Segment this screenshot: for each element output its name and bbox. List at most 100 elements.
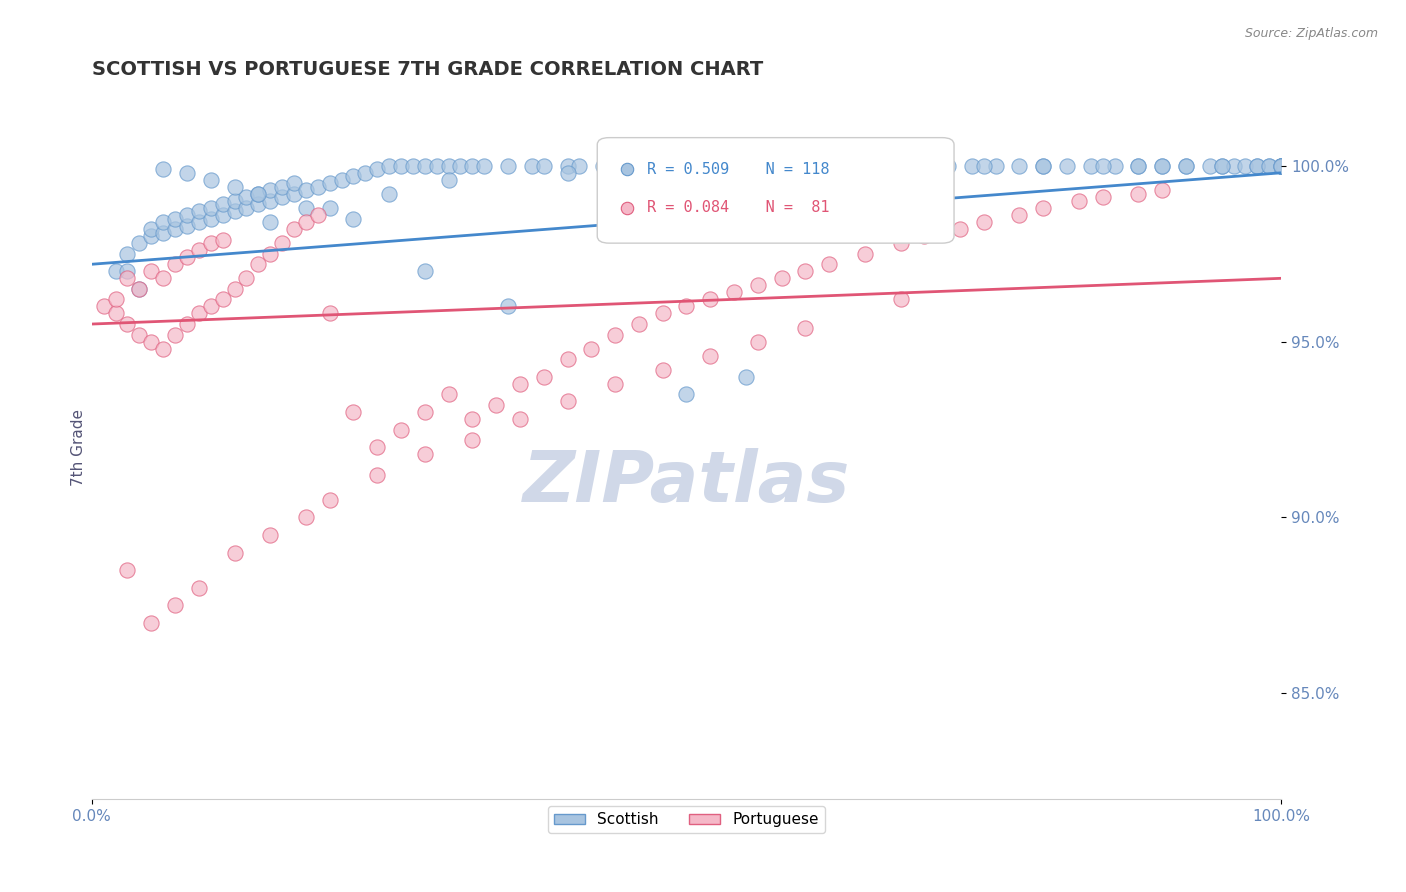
Point (283, 177, 305, 191)
Point (472, 159, 495, 173)
Point (603, 159, 626, 173)
Point (163, 211, 186, 226)
Point (307, 180, 329, 194)
Point (603, 327, 626, 342)
Point (259, 215, 281, 229)
Point (853, 159, 876, 173)
Point (889, 159, 911, 173)
Point (93, 300, 115, 314)
Y-axis label: 7th Grade: 7th Grade (72, 409, 86, 485)
Point (295, 215, 318, 229)
Point (675, 159, 697, 173)
Point (271, 190, 294, 204)
Point (389, 159, 412, 173)
Point (782, 159, 804, 173)
Point (211, 233, 233, 247)
Point (1270, 159, 1292, 173)
Point (247, 186, 270, 201)
Point (247, 186, 270, 201)
Point (307, 208, 329, 222)
Point (1246, 159, 1268, 173)
Text: Source: ZipAtlas.com: Source: ZipAtlas.com (1244, 27, 1378, 40)
Point (152, 271, 174, 285)
Point (176, 219, 198, 233)
Point (259, 194, 281, 208)
Point (1211, 159, 1233, 173)
Point (616, 722, 638, 736)
Point (104, 264, 127, 278)
Point (152, 342, 174, 356)
Point (1270, 159, 1292, 173)
Point (699, 293, 721, 307)
Text: ZIPatlas: ZIPatlas (523, 448, 851, 516)
Point (200, 300, 222, 314)
Point (211, 197, 233, 211)
Point (128, 282, 150, 296)
Point (413, 159, 436, 173)
Point (128, 282, 150, 296)
Point (818, 257, 841, 271)
Point (224, 204, 246, 219)
Point (794, 264, 817, 278)
Point (187, 306, 209, 320)
Point (889, 236, 911, 251)
Point (413, 264, 436, 278)
Point (960, 159, 983, 173)
Point (200, 211, 222, 226)
Point (699, 349, 721, 363)
Point (877, 159, 900, 173)
Point (224, 180, 246, 194)
Point (1198, 159, 1220, 173)
Point (735, 159, 758, 173)
Point (557, 159, 579, 173)
Text: R = 0.084    N =  81: R = 0.084 N = 81 (647, 201, 830, 216)
Point (496, 300, 519, 314)
Point (283, 222, 305, 236)
Point (557, 394, 579, 409)
Point (152, 162, 174, 177)
Point (675, 387, 697, 401)
Legend: Scottish, Portuguese: Scottish, Portuguese (548, 806, 824, 833)
Point (224, 282, 246, 296)
Point (1032, 159, 1054, 173)
Point (1032, 159, 1054, 173)
FancyBboxPatch shape (598, 137, 955, 244)
Point (141, 222, 163, 236)
Point (163, 599, 186, 613)
Point (163, 257, 186, 271)
Point (141, 334, 163, 349)
Point (1270, 159, 1292, 173)
Point (128, 236, 150, 251)
Point (318, 201, 340, 215)
Point (318, 492, 340, 507)
Point (402, 159, 425, 173)
Point (627, 159, 650, 173)
Point (1056, 159, 1078, 173)
Point (842, 159, 865, 173)
Point (794, 159, 817, 173)
Point (176, 208, 198, 222)
Point (378, 159, 401, 173)
Point (651, 363, 673, 377)
Point (295, 510, 318, 524)
Point (616, 159, 638, 173)
Point (224, 546, 246, 560)
Point (581, 342, 603, 356)
Point (117, 246, 139, 260)
Point (235, 271, 257, 285)
Point (973, 159, 995, 173)
Point (426, 159, 449, 173)
Point (699, 159, 721, 173)
Point (912, 159, 935, 173)
Point (1174, 159, 1197, 173)
Point (413, 405, 436, 419)
Point (1152, 183, 1174, 197)
Point (1270, 159, 1292, 173)
Point (1091, 190, 1114, 204)
Point (1128, 159, 1150, 173)
Point (912, 229, 935, 244)
Point (1008, 159, 1031, 173)
Point (1080, 159, 1102, 173)
Point (187, 204, 209, 219)
Point (485, 398, 508, 412)
